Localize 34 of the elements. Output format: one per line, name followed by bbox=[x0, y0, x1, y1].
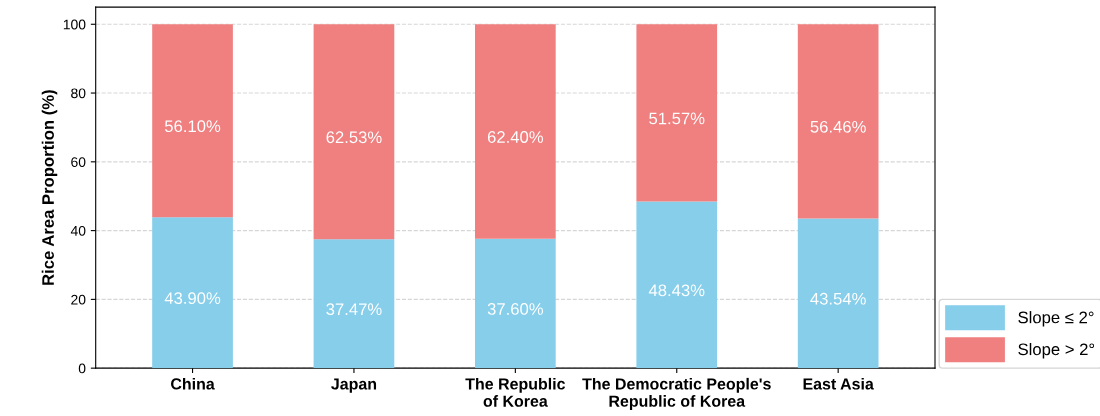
data-label: 56.46% bbox=[810, 120, 866, 133]
bar bbox=[152, 24, 233, 218]
bar bbox=[797, 24, 879, 219]
x-tick-label: The Democratic People's Republic of Korea bbox=[582, 377, 771, 410]
bar bbox=[475, 238, 556, 369]
data-label: 48.43% bbox=[648, 284, 705, 297]
data-label: 43.54% bbox=[810, 292, 866, 305]
y-tick-label: 80 bbox=[71, 88, 86, 99]
y-tick-label: 0 bbox=[78, 363, 86, 374]
bar bbox=[636, 201, 718, 369]
bar bbox=[152, 217, 233, 369]
x-tick-label: East Asia bbox=[803, 377, 874, 390]
y-tick-label: 60 bbox=[71, 157, 86, 167]
data-label: 62.53% bbox=[326, 131, 382, 144]
legend-label: Slope > 2° bbox=[1018, 343, 1095, 359]
data-label: 37.47% bbox=[326, 303, 382, 316]
x-tick-label: The Republic of Korea bbox=[465, 377, 566, 407]
data-label: 51.57% bbox=[649, 112, 705, 125]
y-tick-label: 40 bbox=[70, 225, 86, 236]
y-tick-label: 100 bbox=[63, 19, 86, 30]
x-tick-label: China bbox=[171, 377, 215, 390]
legend-label: Slope ≤ 2° bbox=[1018, 311, 1094, 327]
bar bbox=[475, 24, 556, 239]
bar bbox=[636, 24, 718, 202]
data-label: 56.10% bbox=[164, 120, 221, 133]
y-axis-title: Rice Area Proportion (%) bbox=[41, 90, 58, 285]
bar bbox=[313, 239, 395, 369]
bar bbox=[313, 24, 395, 240]
data-label: 62.40% bbox=[487, 131, 544, 143]
bar bbox=[797, 218, 879, 369]
data-label: 43.90% bbox=[164, 292, 221, 305]
y-tick-label: 20 bbox=[71, 294, 86, 305]
x-tick-label: Japan bbox=[331, 378, 377, 393]
data-label: 37.60% bbox=[487, 303, 544, 315]
